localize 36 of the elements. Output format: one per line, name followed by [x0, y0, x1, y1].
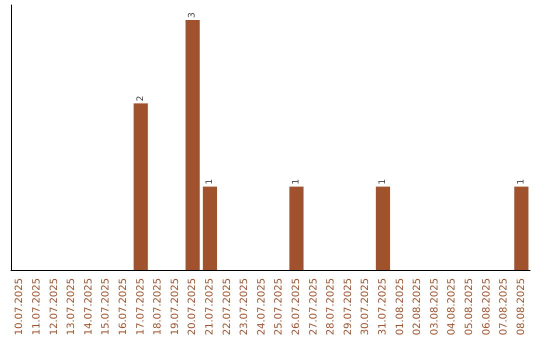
x-tick-label: 31.07.2025: [377, 278, 388, 336]
data-label: 3: [188, 12, 198, 18]
x-tick-label: 19.07.2025: [170, 278, 181, 336]
data-label: 1: [291, 178, 302, 185]
data-label: 1: [516, 178, 526, 185]
x-tick-label: 07.08.2025: [498, 278, 510, 336]
x-tick-label: 02.08.2025: [412, 278, 424, 336]
x-tick-label: 05.08.2025: [464, 278, 475, 336]
x-tick-label: 29.07.2025: [342, 278, 354, 336]
x-tick-label: 06.08.2025: [481, 278, 492, 336]
x-tick-label: 26.07.2025: [290, 278, 302, 336]
x-tick-label: 08.08.2025: [516, 278, 527, 336]
x-tick-label: 14.07.2025: [83, 278, 94, 336]
data-label: 2: [136, 96, 146, 102]
x-tick-label: 01.08.2025: [394, 278, 406, 336]
x-tick-label: 16.07.2025: [118, 278, 129, 336]
x-tick-label: 21.07.2025: [204, 278, 216, 336]
x-tick-label: 24.07.2025: [256, 278, 268, 336]
x-tick-label: 20.07.2025: [187, 278, 198, 336]
x-tick-label: 27.07.2025: [308, 278, 320, 336]
x-tick-label: 13.07.2025: [66, 278, 78, 336]
x-tick-label: 30.07.2025: [360, 278, 372, 336]
data-label: 1: [204, 178, 215, 185]
x-tick-label: 12.07.2025: [48, 278, 60, 336]
x-tick-label: 10.07.2025: [14, 278, 26, 336]
x-tick-label: 23.07.2025: [239, 278, 250, 336]
x-tick-label: 28.07.2025: [326, 278, 337, 336]
x-tick-label: 15.07.2025: [100, 278, 112, 336]
x-tick-label: 25.07.2025: [274, 278, 285, 336]
x-tick-label: 17.07.2025: [135, 278, 146, 336]
x-tick-label: 03.08.2025: [429, 278, 440, 336]
data-label: 1: [378, 178, 388, 185]
x-tick-label: 22.07.2025: [222, 278, 233, 336]
x-tick-label: 18.07.2025: [152, 278, 164, 336]
x-tick-label: 04.08.2025: [446, 278, 458, 336]
x-tick-label: 11.07.2025: [31, 278, 42, 336]
